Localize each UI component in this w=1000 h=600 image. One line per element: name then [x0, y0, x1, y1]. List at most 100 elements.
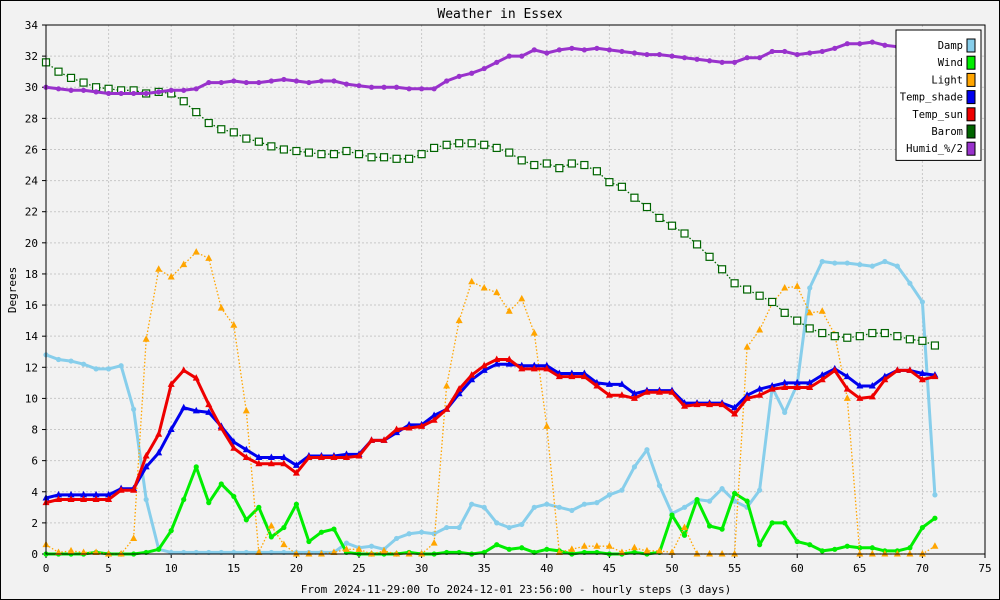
x-tick-label: 75	[978, 562, 991, 575]
legend-label: Temp_sun	[912, 109, 963, 121]
data-point	[930, 341, 940, 350]
data-point	[305, 550, 313, 557]
series-temp-sun	[42, 355, 939, 506]
data-point	[468, 371, 476, 378]
data-point	[907, 280, 913, 286]
data-point	[593, 542, 601, 549]
data-point	[380, 546, 388, 554]
data-point	[843, 372, 851, 380]
x-tick-label: 0	[43, 562, 50, 575]
data-point	[617, 182, 627, 191]
data-point	[743, 394, 751, 401]
data-point	[292, 550, 300, 557]
data-point	[793, 383, 801, 391]
data-point	[882, 42, 888, 48]
data-point	[844, 41, 850, 47]
data-point	[469, 501, 475, 507]
data-point	[806, 378, 814, 386]
data-point	[567, 159, 576, 168]
data-point	[280, 453, 288, 461]
data-point	[530, 364, 538, 372]
data-point	[694, 56, 700, 62]
data-point	[393, 550, 401, 557]
data-point	[456, 524, 462, 531]
data-point	[92, 548, 100, 555]
data-point	[731, 550, 739, 557]
data-point	[656, 51, 663, 58]
data-point	[793, 316, 802, 325]
data-point	[256, 79, 262, 86]
data-point	[732, 490, 738, 496]
data-point	[843, 385, 851, 392]
data-point	[268, 534, 274, 540]
data-point	[819, 258, 825, 265]
data-point	[204, 118, 213, 128]
data-point	[206, 79, 212, 86]
data-point	[255, 459, 263, 467]
data-point	[267, 453, 275, 461]
data-point	[669, 53, 675, 59]
y-tick-label: 20	[25, 237, 38, 250]
data-point	[343, 540, 350, 546]
data-point	[782, 520, 788, 526]
data-point	[894, 263, 900, 269]
data-point	[868, 328, 877, 338]
data-point	[455, 385, 463, 392]
data-point	[656, 482, 663, 489]
data-point	[267, 459, 275, 467]
data-point	[706, 498, 713, 504]
data-point	[806, 383, 814, 391]
data-point	[130, 534, 138, 541]
y-tick-label: 8	[31, 424, 38, 437]
data-point	[832, 260, 838, 266]
data-point	[155, 430, 163, 437]
data-point	[280, 540, 288, 548]
data-point	[430, 416, 438, 423]
data-point	[907, 545, 913, 551]
data-point	[155, 448, 163, 456]
data-point	[543, 364, 551, 372]
data-point	[843, 333, 852, 342]
data-point	[643, 546, 651, 554]
x-tick-label: 70	[916, 562, 929, 575]
data-point	[505, 355, 513, 363]
data-point	[505, 148, 514, 157]
data-point	[430, 411, 438, 419]
data-point	[868, 381, 876, 389]
data-point	[142, 335, 150, 342]
data-point	[544, 50, 550, 56]
y-tick-label: 18	[25, 268, 38, 281]
data-point	[869, 39, 875, 45]
data-point	[807, 542, 813, 548]
y-axis-label: Degrees	[6, 267, 19, 313]
data-point	[431, 86, 437, 92]
x-tick-label: 60	[791, 562, 804, 575]
data-point	[544, 546, 550, 552]
data-point	[317, 150, 326, 159]
data-point	[143, 496, 149, 503]
data-point	[706, 550, 714, 557]
data-point	[368, 84, 375, 90]
data-point	[229, 128, 238, 137]
data-point	[242, 453, 250, 461]
legend-swatch	[966, 55, 976, 70]
y-tick-label: 2	[31, 517, 38, 530]
data-point	[419, 86, 425, 92]
data-point	[818, 371, 826, 378]
data-point	[55, 86, 62, 92]
data-point	[544, 501, 550, 507]
data-point	[731, 403, 739, 411]
data-point	[668, 548, 676, 555]
x-tick-label: 10	[165, 562, 178, 575]
data-point	[492, 143, 501, 153]
data-point	[530, 329, 538, 336]
data-point	[317, 453, 325, 461]
x-tick-label: 30	[415, 562, 428, 575]
data-point	[305, 453, 313, 461]
data-point	[404, 154, 414, 163]
x-tick-label: 20	[290, 562, 303, 575]
data-point	[594, 45, 600, 51]
data-point	[642, 202, 652, 212]
data-point	[67, 546, 75, 554]
data-point	[706, 400, 714, 408]
